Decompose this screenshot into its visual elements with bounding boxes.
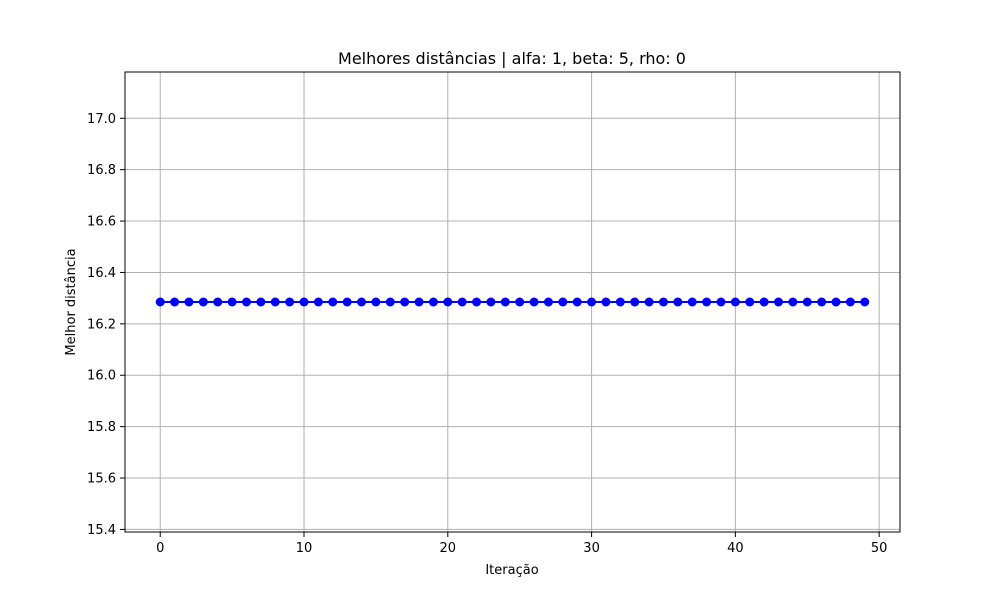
data-point [486,297,496,307]
data-point [155,297,165,307]
data-point [385,297,395,307]
y-tick-label: 16.4 [87,266,116,281]
data-point [644,297,654,307]
data-point [601,297,611,307]
data-point [716,297,726,307]
data-point [500,297,510,307]
data-point [227,297,237,307]
y-tick-label: 15.8 [87,420,116,435]
data-point [572,297,582,307]
chart-title: Melhores distâncias | alfa: 1, beta: 5, … [338,49,686,68]
data-point [529,297,539,307]
data-point [860,297,870,307]
x-tick-label: 20 [440,541,457,556]
data-point [457,297,467,307]
y-tick-label: 15.4 [87,523,116,538]
data-point [400,297,410,307]
data-point [414,297,424,307]
x-axis-label: Iteração [485,563,538,578]
data-point [371,297,381,307]
data-point [198,297,208,307]
y-tick-label: 16.6 [87,215,116,230]
data-point [357,297,367,307]
x-tick-label: 10 [296,541,313,556]
data-point [241,297,251,307]
data-point [443,297,453,307]
data-point [328,297,338,307]
data-point [817,297,827,307]
data-point [658,297,668,307]
y-tick-label: 17.0 [87,112,116,127]
y-axis-label: Melhor distância [64,248,79,355]
x-axis-ticks: 0 10 20 30 40 50 [156,532,887,556]
data-point [687,297,697,307]
x-tick-label: 0 [156,541,164,556]
data-point [313,297,323,307]
data-point [472,297,482,307]
data-point [788,297,798,307]
data-point [342,297,352,307]
data-point [831,297,841,307]
y-tick-label: 16.8 [87,163,116,178]
x-tick-label: 50 [871,541,888,556]
series-layer [155,297,870,307]
data-point [213,297,223,307]
data-point [673,297,683,307]
data-point [285,297,295,307]
y-tick-label: 16.0 [87,369,116,384]
y-tick-label: 15.6 [87,472,116,487]
y-axis-ticks: 15.4 15.6 15.8 16.0 16.2 16.4 16.6 16.8 17.0 [87,112,125,538]
data-point [256,297,266,307]
data-point [299,297,309,307]
data-point [730,297,740,307]
data-point [270,297,280,307]
data-point [845,297,855,307]
plot-area-frame [124,71,901,533]
x-tick-label: 40 [727,541,744,556]
data-point [745,297,755,307]
data-point [515,297,525,307]
data-point [587,297,597,307]
data-point [802,297,812,307]
data-point [702,297,712,307]
data-point [759,297,769,307]
data-point [558,297,568,307]
data-point [184,297,194,307]
data-point [543,297,553,307]
data-point [170,297,180,307]
y-tick-label: 16.2 [87,317,116,332]
grid [125,72,900,532]
data-point [428,297,438,307]
data-point [615,297,625,307]
data-point [774,297,784,307]
x-tick-label: 30 [583,541,600,556]
data-point [630,297,640,307]
